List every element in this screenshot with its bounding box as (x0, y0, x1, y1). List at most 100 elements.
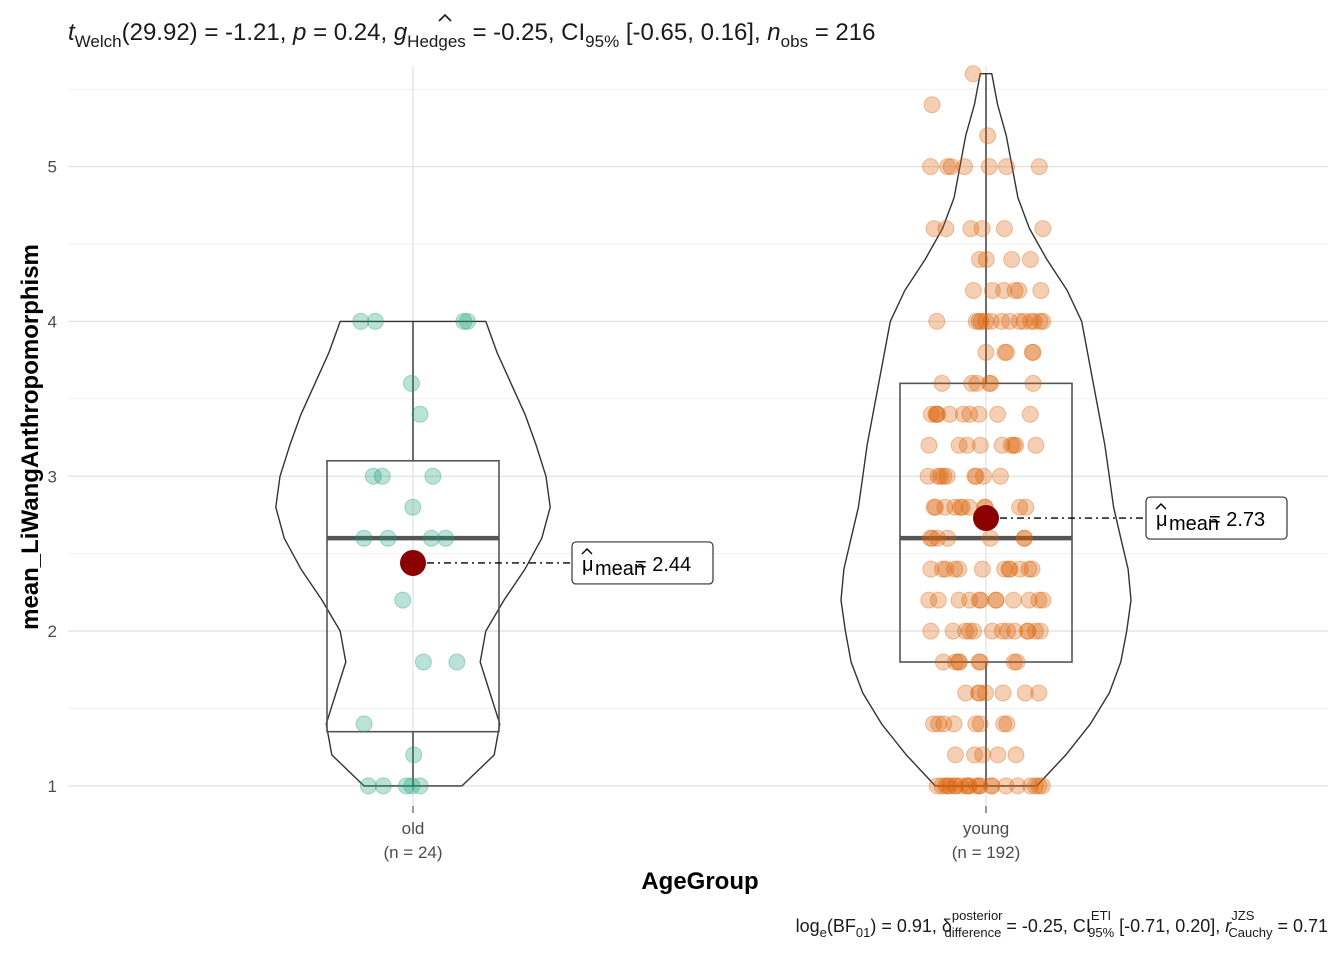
data-point-young (1017, 498, 1035, 516)
data-point-young (1002, 436, 1020, 454)
data-point-young (946, 777, 964, 795)
data-point-young (967, 715, 985, 733)
data-point-young (939, 158, 957, 176)
data-point-old (455, 312, 473, 330)
data-point-young (935, 715, 953, 733)
data-point-young (995, 715, 1013, 733)
ci-sub: 95% (585, 32, 619, 51)
data-point-young (928, 405, 946, 423)
data-point-young (946, 498, 964, 516)
data-point-young (965, 622, 983, 640)
x-tick-label-old: old (402, 819, 425, 838)
data-point-young (983, 282, 1001, 299)
data-point-young (960, 777, 978, 795)
box-old (326, 459, 500, 733)
data-point-young (971, 251, 988, 268)
data-point-young (962, 220, 980, 238)
data-point-young (977, 312, 995, 330)
data-point-young (989, 405, 1007, 423)
data-point-old (394, 591, 412, 609)
cap-bf-val: ) = 0.91, (870, 916, 942, 936)
data-point-young (947, 777, 965, 795)
cap-log-sub: e (820, 925, 827, 940)
g-hat-icon (438, 13, 452, 22)
data-point-young (1020, 560, 1038, 578)
data-point-young (970, 684, 988, 702)
data-point-old (355, 715, 373, 733)
data-point-old (374, 777, 392, 795)
t-val: = -1.21, (198, 19, 293, 46)
data-point-old (403, 777, 421, 795)
data-point-young (1009, 777, 1027, 795)
data-point-young (997, 777, 1015, 795)
mean-point-old (400, 549, 426, 576)
data-point-young (950, 560, 968, 578)
violin-young (840, 73, 1132, 787)
data-point-young (970, 653, 988, 671)
x-tick-label-young: young (963, 819, 1009, 838)
cap-ci-val: [-0.71, 0.20], (1114, 916, 1225, 936)
g-sub: Hedges (407, 32, 466, 51)
data-point-young (961, 405, 979, 423)
data-point-young (950, 591, 968, 609)
data-point-young (971, 777, 989, 795)
data-point-young (977, 251, 995, 268)
g-label: g (394, 19, 408, 46)
data-point-young (937, 777, 955, 795)
data-point-young (980, 158, 998, 176)
data-point-young (939, 777, 957, 795)
data-point-young (1030, 158, 1048, 176)
data-point-old (411, 405, 429, 423)
data-point-young (971, 653, 989, 671)
data-point-young (996, 560, 1014, 578)
data-point-old (373, 467, 391, 485)
point-layer (352, 65, 1052, 795)
data-point-young (1016, 684, 1034, 702)
ci-val: [-0.65, 0.16], (619, 19, 767, 46)
data-point-young (974, 746, 992, 764)
data-point-young (1030, 591, 1048, 609)
hat-icon-old (581, 547, 593, 555)
data-point-young (993, 622, 1011, 640)
data-point-young (937, 220, 955, 238)
data-point-young (1005, 653, 1023, 671)
p-label: p (292, 19, 306, 46)
data-point-old (422, 529, 440, 547)
data-point-young (957, 622, 974, 640)
mean-label-value-old: = 2.44 (635, 554, 691, 576)
data-point-young (922, 158, 939, 176)
mean-label-mu-young: μ (1156, 509, 1168, 531)
data-point-young (966, 467, 984, 485)
data-point-young (1000, 560, 1018, 578)
hat-icon-young (1155, 503, 1167, 510)
data-point-old (379, 529, 397, 547)
data-point-young (1005, 591, 1022, 609)
data-point-young (1027, 436, 1045, 454)
data-point-old (352, 312, 370, 330)
data-point-young (930, 715, 947, 733)
data-point-young (935, 467, 953, 485)
data-point-young (1005, 436, 1023, 454)
data-point-old (366, 312, 384, 330)
data-point-young (993, 312, 1011, 330)
data-point-old (403, 374, 420, 392)
data-point-young (1006, 282, 1024, 299)
data-point-young (946, 746, 964, 764)
data-point-young (1022, 312, 1040, 330)
data-point-young (1024, 343, 1042, 361)
data-point-young (1015, 312, 1033, 330)
data-point-young (968, 777, 986, 795)
data-point-young (1025, 312, 1043, 330)
data-point-young (1008, 653, 1026, 671)
data-point-young (929, 405, 947, 423)
data-point-young (989, 746, 1007, 764)
data-point-young (919, 467, 937, 485)
data-point-young (972, 312, 990, 330)
data-point-young (1030, 777, 1048, 795)
data-point-young (952, 777, 970, 795)
x-tick-n-young: (n = 192) (952, 843, 1021, 862)
data-point-young (945, 715, 963, 733)
cap-r: r (1225, 916, 1232, 936)
cap-delta: δ (942, 916, 952, 936)
